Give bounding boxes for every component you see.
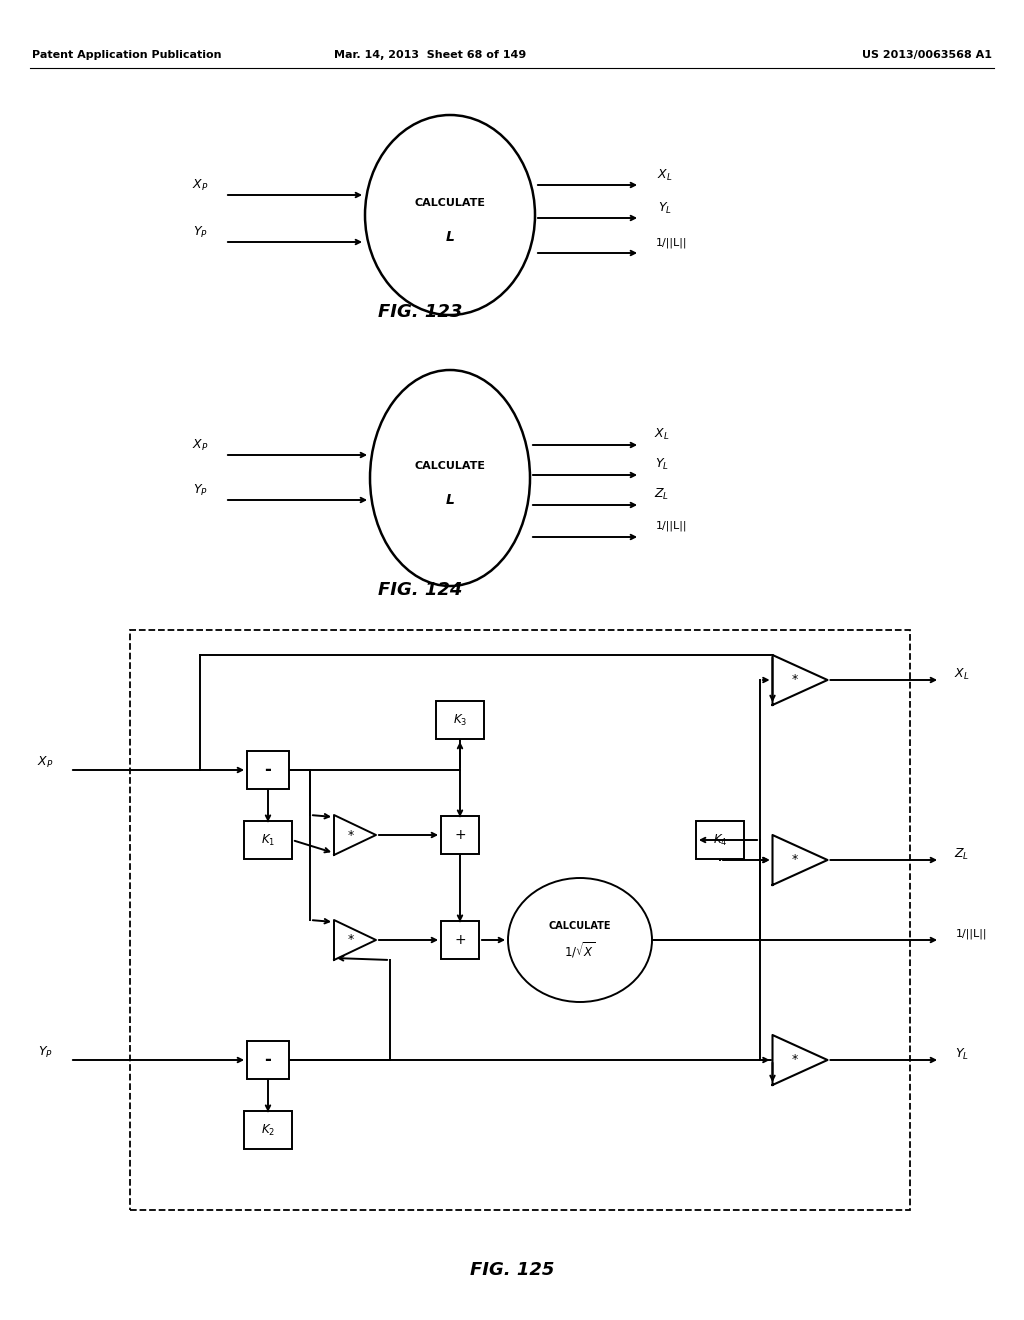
Text: *: * bbox=[348, 933, 354, 946]
Text: $Y_L$: $Y_L$ bbox=[655, 457, 669, 471]
Text: $Y_P$: $Y_P$ bbox=[193, 482, 208, 498]
Bar bbox=[441, 921, 479, 960]
Text: US 2013/0063568 A1: US 2013/0063568 A1 bbox=[862, 50, 992, 59]
Text: $Y_L$: $Y_L$ bbox=[658, 201, 672, 215]
Text: *: * bbox=[792, 854, 798, 866]
Polygon shape bbox=[334, 814, 376, 855]
Text: Mar. 14, 2013  Sheet 68 of 149: Mar. 14, 2013 Sheet 68 of 149 bbox=[334, 50, 526, 59]
Text: FIG. 125: FIG. 125 bbox=[470, 1261, 554, 1279]
Bar bbox=[441, 816, 479, 854]
Text: L: L bbox=[445, 230, 455, 244]
Text: *: * bbox=[792, 673, 798, 686]
Text: 1/||L||: 1/||L|| bbox=[956, 929, 988, 940]
Text: +: + bbox=[455, 828, 466, 842]
Text: $X_P$: $X_P$ bbox=[37, 755, 53, 770]
Text: $K_4$: $K_4$ bbox=[713, 833, 727, 847]
Text: $Y_P$: $Y_P$ bbox=[38, 1044, 52, 1060]
Bar bbox=[130, 630, 910, 1210]
Text: 1/||L||: 1/||L|| bbox=[656, 238, 688, 248]
Polygon shape bbox=[772, 655, 827, 705]
Bar bbox=[244, 1111, 292, 1148]
Text: $Z_L$: $Z_L$ bbox=[654, 487, 670, 502]
Bar bbox=[244, 821, 292, 859]
Polygon shape bbox=[772, 1035, 827, 1085]
Text: FIG. 123: FIG. 123 bbox=[378, 304, 462, 321]
Text: $K_3$: $K_3$ bbox=[453, 713, 467, 727]
Ellipse shape bbox=[508, 878, 652, 1002]
Text: CALCULATE: CALCULATE bbox=[415, 198, 485, 209]
Text: L: L bbox=[445, 492, 455, 507]
Text: $Z_L$: $Z_L$ bbox=[954, 846, 970, 862]
Text: +: + bbox=[455, 933, 466, 946]
Text: CALCULATE: CALCULATE bbox=[415, 461, 485, 471]
Text: -: - bbox=[264, 1051, 271, 1069]
Text: $X_P$: $X_P$ bbox=[191, 177, 208, 193]
Text: *: * bbox=[348, 829, 354, 842]
Text: $Y_L$: $Y_L$ bbox=[955, 1047, 969, 1061]
Text: $K_2$: $K_2$ bbox=[261, 1122, 275, 1138]
Text: $K_1$: $K_1$ bbox=[261, 833, 275, 847]
Polygon shape bbox=[772, 836, 827, 884]
Text: 1/||L||: 1/||L|| bbox=[656, 521, 688, 531]
Polygon shape bbox=[334, 920, 376, 960]
Text: $X_P$: $X_P$ bbox=[191, 437, 208, 453]
Text: $Y_P$: $Y_P$ bbox=[193, 224, 208, 239]
Text: CALCULATE: CALCULATE bbox=[549, 921, 611, 931]
Text: $X_L$: $X_L$ bbox=[654, 426, 670, 442]
Text: $1/\sqrt{X}$: $1/\sqrt{X}$ bbox=[564, 940, 596, 960]
Ellipse shape bbox=[365, 115, 535, 315]
Text: Patent Application Publication: Patent Application Publication bbox=[32, 50, 221, 59]
Bar bbox=[696, 821, 744, 859]
Bar bbox=[247, 1041, 289, 1078]
Text: $X_L$: $X_L$ bbox=[954, 667, 970, 681]
Text: -: - bbox=[264, 762, 271, 779]
Bar bbox=[247, 751, 289, 789]
Text: $X_L$: $X_L$ bbox=[657, 168, 673, 182]
Ellipse shape bbox=[370, 370, 530, 586]
Bar bbox=[436, 701, 484, 739]
Text: *: * bbox=[792, 1053, 798, 1067]
Text: FIG. 124: FIG. 124 bbox=[378, 581, 462, 599]
